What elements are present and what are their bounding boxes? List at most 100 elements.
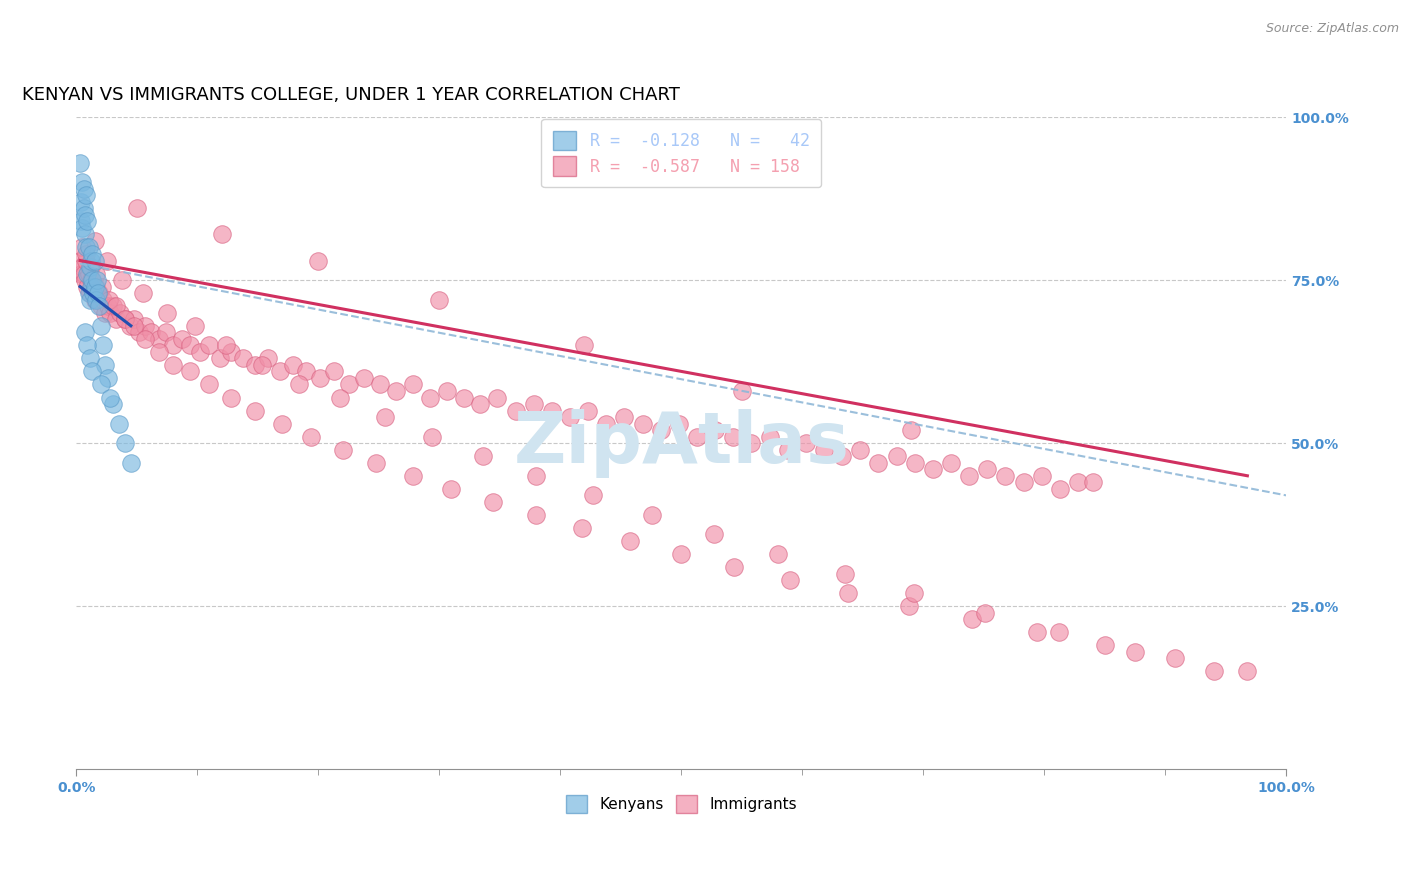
- Point: [82, 247, 104, 261]
- Point: [295, 364, 318, 378]
- Point: [70, 214, 93, 228]
- Point: [994, 468, 1017, 483]
- Point: [79, 293, 101, 307]
- Point: [470, 397, 492, 411]
- Point: [134, 332, 156, 346]
- Point: [245, 403, 267, 417]
- Point: [900, 423, 922, 437]
- Text: ZipAtlas: ZipAtlas: [513, 409, 849, 477]
- Point: [766, 547, 789, 561]
- Point: [471, 449, 494, 463]
- Point: [686, 430, 709, 444]
- Point: [595, 417, 617, 431]
- Point: [98, 391, 121, 405]
- Point: [353, 371, 375, 385]
- Point: [668, 417, 690, 431]
- Point: [75, 240, 97, 254]
- Point: [70, 267, 93, 281]
- Point: [671, 547, 693, 561]
- Point: [97, 371, 120, 385]
- Point: [82, 364, 104, 378]
- Point: [77, 286, 100, 301]
- Point: [613, 410, 636, 425]
- Point: [73, 326, 96, 340]
- Point: [939, 456, 962, 470]
- Point: [1047, 625, 1070, 640]
- Point: [80, 260, 103, 274]
- Point: [98, 306, 121, 320]
- Point: [1067, 475, 1090, 490]
- Point: [1123, 645, 1146, 659]
- Point: [723, 430, 745, 444]
- Point: [558, 410, 581, 425]
- Point: [540, 403, 562, 417]
- Point: [886, 449, 908, 463]
- Point: [83, 253, 105, 268]
- Point: [84, 293, 107, 307]
- Point: [198, 338, 221, 352]
- Point: [868, 456, 890, 470]
- Point: [75, 188, 97, 202]
- Point: [903, 586, 925, 600]
- Point: [79, 286, 101, 301]
- Point: [79, 351, 101, 366]
- Point: [1049, 482, 1071, 496]
- Point: [1025, 625, 1047, 640]
- Point: [184, 318, 207, 333]
- Point: [329, 391, 352, 405]
- Point: [281, 358, 304, 372]
- Point: [87, 293, 110, 307]
- Point: [124, 318, 146, 333]
- Point: [794, 436, 817, 450]
- Point: [374, 410, 396, 425]
- Point: [73, 202, 96, 216]
- Point: [904, 456, 927, 470]
- Point: [118, 318, 141, 333]
- Point: [162, 358, 184, 372]
- Point: [69, 253, 91, 268]
- Point: [1202, 665, 1225, 679]
- Point: [72, 260, 94, 274]
- Point: [219, 344, 242, 359]
- Point: [76, 338, 98, 352]
- Point: [132, 286, 155, 301]
- Point: [384, 384, 406, 398]
- Point: [308, 371, 330, 385]
- Point: [307, 253, 329, 268]
- Point: [90, 279, 112, 293]
- Point: [94, 358, 117, 372]
- Point: [98, 293, 121, 307]
- Point: [366, 456, 388, 470]
- Point: [758, 430, 780, 444]
- Point: [108, 306, 131, 320]
- Point: [332, 442, 354, 457]
- Point: [245, 358, 267, 372]
- Point: [256, 351, 278, 366]
- Point: [776, 442, 799, 457]
- Point: [704, 423, 727, 437]
- Point: [973, 606, 995, 620]
- Point: [740, 436, 762, 450]
- Point: [813, 442, 835, 457]
- Point: [1094, 639, 1116, 653]
- Point: [1031, 468, 1053, 483]
- Point: [124, 312, 146, 326]
- Point: [83, 293, 105, 307]
- Point: [94, 306, 117, 320]
- Point: [83, 279, 105, 293]
- Point: [84, 279, 107, 293]
- Point: [486, 391, 509, 405]
- Point: [524, 508, 547, 522]
- Point: [219, 391, 242, 405]
- Point: [232, 351, 254, 366]
- Point: [84, 267, 107, 281]
- Point: [960, 612, 983, 626]
- Point: [323, 364, 346, 378]
- Point: [101, 397, 124, 411]
- Point: [76, 267, 98, 281]
- Point: [90, 377, 112, 392]
- Point: [650, 423, 672, 437]
- Legend: Kenyans, Immigrants: Kenyans, Immigrants: [558, 788, 804, 821]
- Point: [86, 286, 108, 301]
- Point: [82, 279, 104, 293]
